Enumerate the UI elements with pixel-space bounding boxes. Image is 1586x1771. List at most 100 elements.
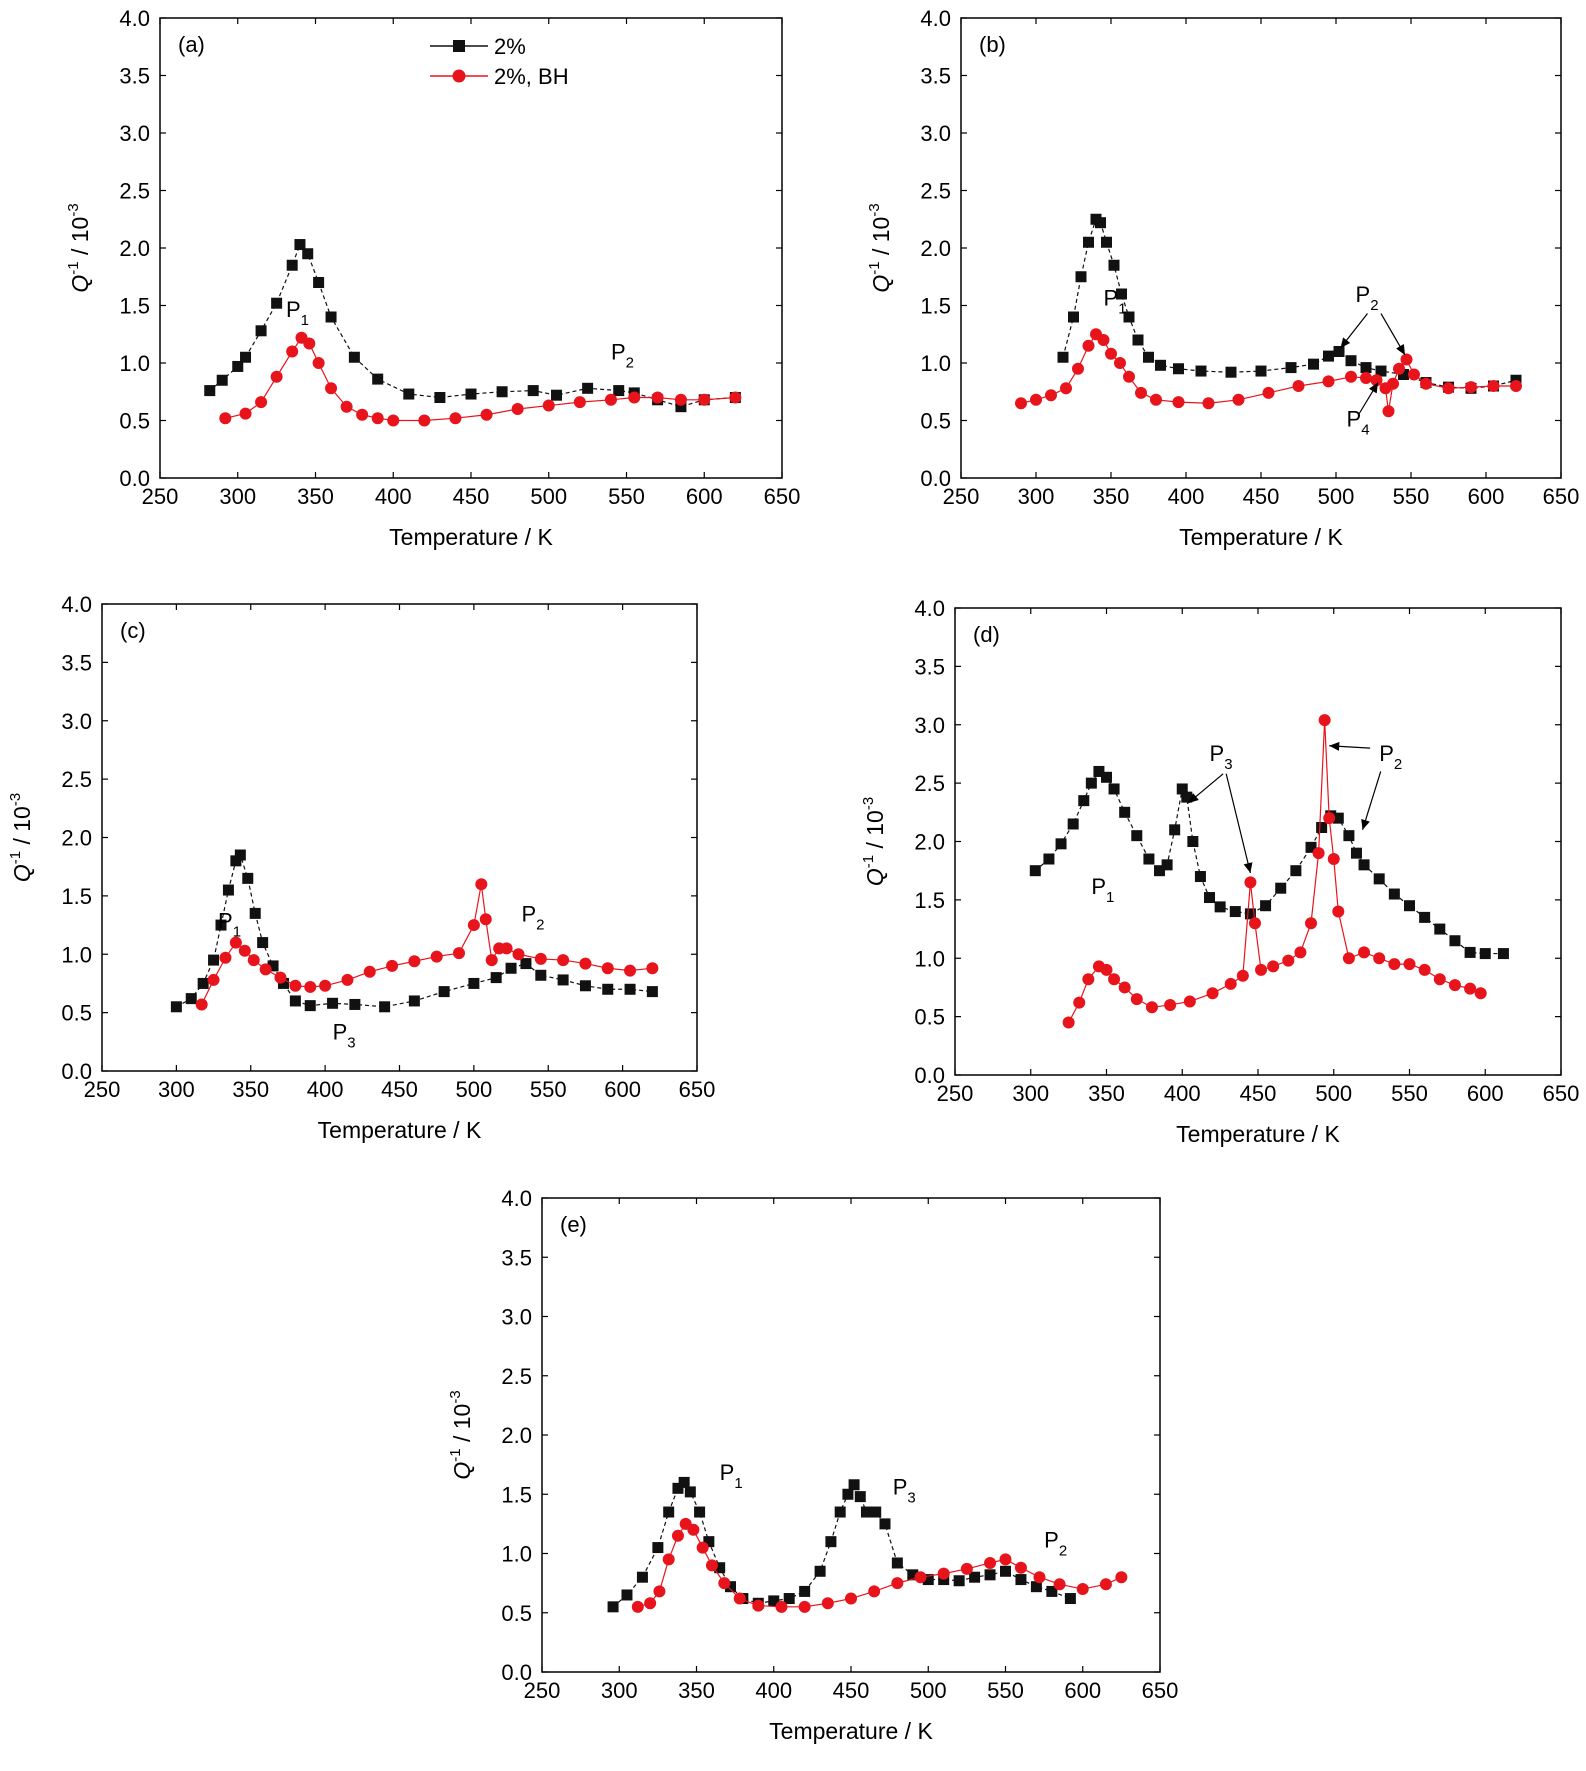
data-point-square — [1108, 259, 1120, 271]
data-point-square — [1057, 351, 1069, 363]
y-tick-label: 2.0 — [119, 236, 150, 261]
data-point-circle — [480, 408, 493, 421]
data-point-circle — [1232, 393, 1245, 406]
data-point-square — [984, 1569, 996, 1581]
data-point-square — [313, 277, 325, 288]
peak-letter: P — [893, 1474, 908, 1499]
x-tick-label: 250 — [937, 1081, 974, 1106]
data-point-circle — [340, 400, 353, 413]
data-point-square — [1155, 359, 1166, 371]
x-tick-label: 250 — [524, 1678, 561, 1703]
data-point-circle — [1358, 946, 1371, 959]
y-tick-label: 1.5 — [61, 884, 92, 909]
data-point-square — [215, 919, 227, 931]
data-point-square — [636, 1571, 648, 1583]
chart-d: 250 300 350 400 450 500 550 600 650 0.0 0.5 1.0 1.5 2… — [860, 596, 1579, 1147]
data-point-circle — [1100, 963, 1113, 976]
data-point-square — [842, 1488, 854, 1500]
data-point-circle — [1267, 960, 1280, 973]
data-point-circle — [573, 396, 586, 409]
data-point-square — [1305, 841, 1317, 853]
panel-a: 250 300 350 400 450 500 550 600 650 0.0 0.5 1.0 1.5 2… — [0, 0, 800, 565]
data-point-circle — [363, 965, 376, 978]
data-point-square — [197, 977, 209, 989]
y-title-mid: / 10 — [868, 217, 894, 262]
data-point-square — [1285, 362, 1297, 374]
data-point-circle — [698, 393, 711, 406]
peak-letter: P — [218, 909, 233, 934]
peak-label: P1 — [1091, 874, 1114, 906]
data-point-circle — [1115, 1571, 1128, 1584]
data-point-circle — [1420, 377, 1432, 390]
peak-subscript: 4 — [1361, 421, 1369, 438]
data-point-circle — [430, 950, 443, 963]
data-point-square — [208, 954, 220, 966]
data-point-square — [602, 983, 614, 995]
y-tick-label: 4.0 — [119, 6, 150, 31]
data-point-circle — [1076, 1583, 1089, 1596]
data-point-square — [1043, 853, 1055, 865]
data-point-circle — [1323, 812, 1336, 825]
y-title-mid: / 10 — [862, 810, 888, 855]
data-point-square — [1015, 1574, 1027, 1586]
data-point-square — [465, 388, 477, 400]
x-tick-label: 500 — [1315, 1081, 1352, 1106]
x-tick-label: 450 — [833, 1678, 870, 1703]
x-axis-title: Temperature / K — [769, 1718, 933, 1744]
y-tick-label: 2.0 — [501, 1423, 532, 1448]
annotation-arrow-head — [1188, 793, 1199, 803]
peak-subscript: 3 — [907, 1489, 915, 1506]
data-point-circle — [1014, 1561, 1027, 1574]
data-point-circle — [511, 403, 524, 415]
data-point-circle — [1388, 958, 1401, 971]
data-point-circle — [1062, 1016, 1075, 1029]
data-point-square — [907, 1569, 919, 1581]
data-point-square — [860, 1506, 872, 1518]
data-point-square — [768, 1595, 780, 1607]
data-point-circle — [1433, 973, 1446, 986]
data-point-square — [294, 239, 306, 251]
data-point-circle — [286, 345, 299, 358]
data-point-circle — [1123, 370, 1135, 383]
data-point-circle — [960, 1562, 973, 1575]
y-tick-label: 1.5 — [920, 294, 951, 319]
y-tick-label: 1.0 — [119, 351, 150, 376]
data-point-circle — [1015, 397, 1027, 410]
data-point-square — [870, 1506, 882, 1518]
data-point-circle — [1053, 1578, 1066, 1591]
x-tick-label: 400 — [307, 1077, 344, 1102]
data-point-circle — [259, 963, 272, 976]
y-title-q: Q — [67, 275, 93, 293]
data-point-square — [652, 1542, 664, 1554]
data-point-square — [348, 351, 360, 363]
y-tick-label: 3.5 — [119, 64, 150, 89]
y-tick-label: 3.5 — [920, 64, 951, 89]
x-tick-label: 250 — [142, 484, 179, 509]
data-point-circle — [219, 951, 232, 964]
data-point-circle — [475, 878, 488, 891]
data-point-circle — [579, 957, 592, 970]
data-point-circle — [325, 382, 338, 395]
y-title-sup2: -3 — [7, 793, 24, 806]
annotation-arrow-head — [1243, 862, 1253, 874]
y-tick-label: 0.0 — [119, 466, 150, 491]
y-tick-label: 0.5 — [119, 409, 150, 434]
data-point-circle — [821, 1597, 834, 1610]
data-point-circle — [512, 948, 525, 961]
data-point-square — [520, 958, 532, 970]
data-point-circle — [1097, 334, 1110, 346]
y-tick-label: 2.5 — [119, 179, 150, 204]
x-tick-label: 650 — [764, 484, 800, 509]
chart-e: 250 300 350 400 450 500 550 600 650 0.0 0.5 1.0 1.5 2… — [447, 1186, 1179, 1744]
data-point-circle — [467, 919, 480, 932]
data-point-circle — [1224, 977, 1237, 990]
data-point-square — [703, 1536, 715, 1548]
y-tick-label: 4.0 — [920, 6, 951, 31]
y-title-q: Q — [449, 1462, 475, 1480]
data-point-square — [527, 385, 539, 397]
x-tick-label: 650 — [1142, 1678, 1179, 1703]
data-point-square — [1345, 355, 1357, 367]
data-point-square — [1308, 358, 1319, 370]
data-point-circle — [705, 1559, 718, 1572]
peak-label: P3 — [333, 1019, 356, 1051]
